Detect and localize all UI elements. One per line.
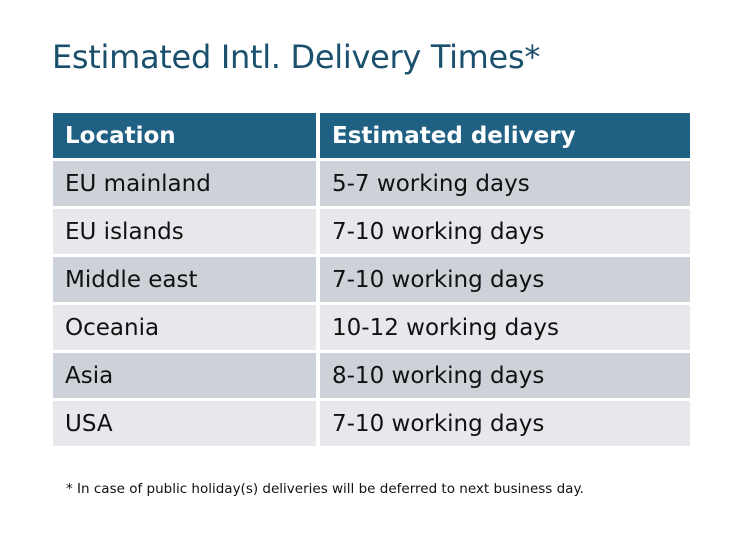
table-row: Oceania 10-12 working days [53,305,690,350]
delivery-cell: 7-10 working days [320,257,690,302]
header-estimated-delivery: Estimated delivery [320,113,690,158]
page-title: Estimated Intl. Delivery Times* [52,38,541,76]
location-cell: Middle east [53,257,316,302]
location-cell: Oceania [53,305,316,350]
table-row: EU islands 7-10 working days [53,209,690,254]
location-cell: EU islands [53,209,316,254]
table-row: EU mainland 5-7 working days [53,161,690,206]
location-cell: USA [53,401,316,446]
table-row: USA 7-10 working days [53,401,690,446]
table-header-row: Location Estimated delivery [53,113,690,158]
delivery-cell: 7-10 working days [320,401,690,446]
location-cell: Asia [53,353,316,398]
header-location: Location [53,113,316,158]
location-cell: EU mainland [53,161,316,206]
table-row: Middle east 7-10 working days [53,257,690,302]
delivery-table: Location Estimated delivery EU mainland … [53,113,690,449]
delivery-cell: 8-10 working days [320,353,690,398]
delivery-cell: 7-10 working days [320,209,690,254]
delivery-cell: 10-12 working days [320,305,690,350]
table-row: Asia 8-10 working days [53,353,690,398]
footnote: * In case of public holiday(s) deliverie… [66,481,584,497]
delivery-cell: 5-7 working days [320,161,690,206]
